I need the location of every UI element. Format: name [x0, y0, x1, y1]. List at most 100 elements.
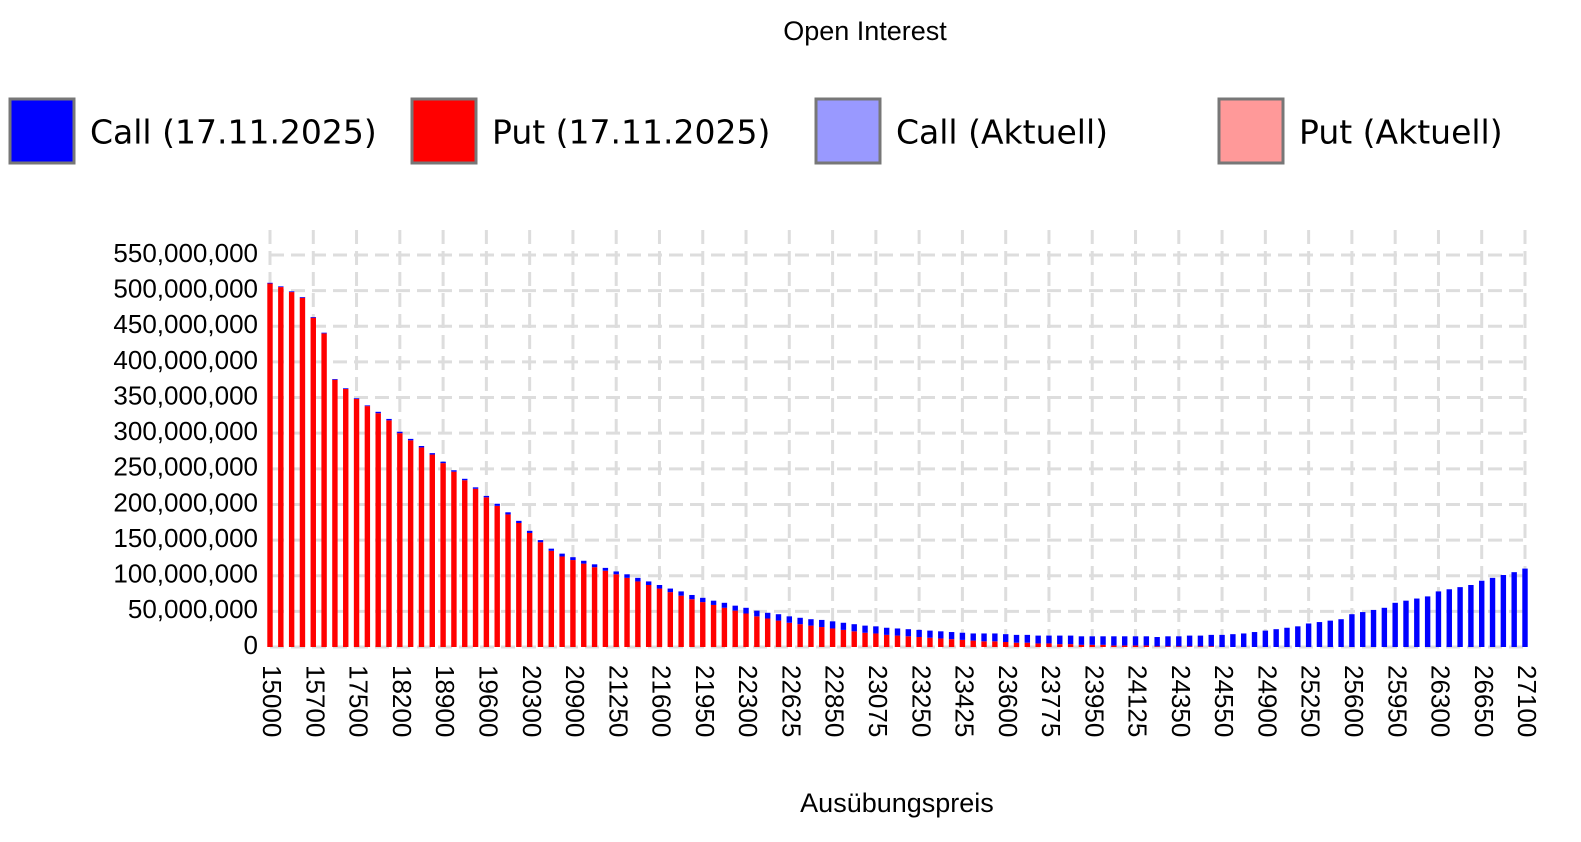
bar: [1176, 646, 1182, 647]
bar: [1013, 642, 1020, 647]
x-tick-label: 23425: [950, 665, 980, 737]
bar: [397, 431, 403, 434]
y-tick-label: 350,000,000: [113, 380, 258, 410]
bar: [1208, 634, 1214, 647]
bar: [494, 503, 500, 506]
bar: [516, 522, 522, 647]
bar: [526, 532, 533, 647]
bar: [299, 297, 306, 647]
bar: [1338, 619, 1344, 647]
bar: [1132, 636, 1139, 646]
bar: [1327, 620, 1333, 647]
y-tick-label: 300,000,000: [113, 416, 258, 446]
y-tick-label: 400,000,000: [113, 345, 258, 375]
x-tick-label: 23950: [1079, 665, 1109, 737]
bar: [808, 619, 814, 626]
bar: [1154, 637, 1160, 647]
bar: [407, 440, 414, 647]
bar: [1468, 584, 1474, 647]
bar: [548, 548, 554, 551]
bar: [764, 612, 771, 619]
x-tick-label: 27100: [1512, 665, 1542, 737]
bar: [894, 628, 901, 636]
bar: [1089, 644, 1095, 647]
bar: [819, 619, 825, 628]
x-tick-label: 25950: [1382, 665, 1412, 737]
y-tick-label: 500,000,000: [113, 274, 258, 304]
legend-swatch: [1217, 97, 1285, 165]
bar: [667, 588, 674, 593]
bar: [829, 621, 836, 629]
bar: [1013, 634, 1020, 643]
bar: [721, 602, 728, 608]
bar: [288, 291, 295, 293]
bar: [1046, 635, 1052, 644]
bar: [537, 540, 544, 543]
bar: [862, 632, 868, 647]
x-tick-label: 21600: [647, 665, 677, 737]
bar: [1165, 636, 1171, 647]
bar: [1035, 635, 1041, 644]
bar: [710, 600, 717, 605]
bar: [992, 641, 998, 647]
bar: [375, 413, 381, 647]
bar: [710, 604, 717, 647]
x-tick-label: 23075: [863, 665, 893, 737]
bar: [505, 512, 511, 515]
bar: [916, 629, 922, 638]
bar: [343, 388, 349, 647]
bar: [267, 283, 273, 647]
bar: [1381, 607, 1388, 647]
bar: [754, 616, 760, 647]
bar: [981, 641, 987, 647]
bar: [689, 594, 695, 600]
bar: [873, 633, 879, 647]
bar: [364, 405, 371, 407]
bar: [1002, 634, 1009, 643]
bar: [451, 470, 457, 472]
x-tick-label: 20300: [517, 665, 547, 737]
bar: [1024, 634, 1031, 643]
bar: [299, 297, 306, 298]
bar: [1424, 596, 1431, 647]
bar: [656, 584, 663, 589]
bar: [343, 388, 349, 389]
x-tick-label: 25600: [1339, 665, 1369, 737]
bar: [732, 605, 738, 611]
bar: [1208, 646, 1214, 647]
x-tick-label: 20900: [560, 665, 590, 737]
bar: [840, 629, 847, 647]
bar: [472, 487, 479, 489]
y-tick-label: 450,000,000: [113, 309, 258, 339]
x-tick-label: 26300: [1426, 665, 1456, 737]
bar: [570, 560, 576, 647]
bar: [1522, 568, 1528, 647]
bar: [1100, 644, 1106, 647]
bar: [1370, 609, 1377, 647]
bar: [1241, 633, 1247, 647]
bar: [1176, 636, 1182, 647]
chart-title: Open Interest: [783, 16, 947, 46]
bar: [938, 631, 944, 639]
legend-label: Call (17.11.2025): [90, 113, 377, 152]
bar: [743, 613, 749, 647]
bar: [678, 595, 684, 647]
bar: [581, 560, 587, 564]
bar: [883, 627, 890, 635]
x-tick-label: 23250: [906, 665, 936, 737]
legend-swatch: [814, 97, 882, 165]
bar: [819, 627, 825, 647]
bar: [1500, 575, 1507, 647]
x-tick-label: 22300: [733, 665, 763, 737]
bar: [851, 631, 857, 647]
bar: [418, 446, 425, 448]
bar: [1078, 644, 1085, 647]
bar: [1295, 626, 1301, 647]
bar: [353, 398, 360, 647]
bar: [559, 553, 565, 557]
bar: [786, 616, 793, 623]
x-tick-label: 23600: [993, 665, 1023, 737]
bar: [407, 438, 414, 441]
bar: [700, 602, 706, 647]
